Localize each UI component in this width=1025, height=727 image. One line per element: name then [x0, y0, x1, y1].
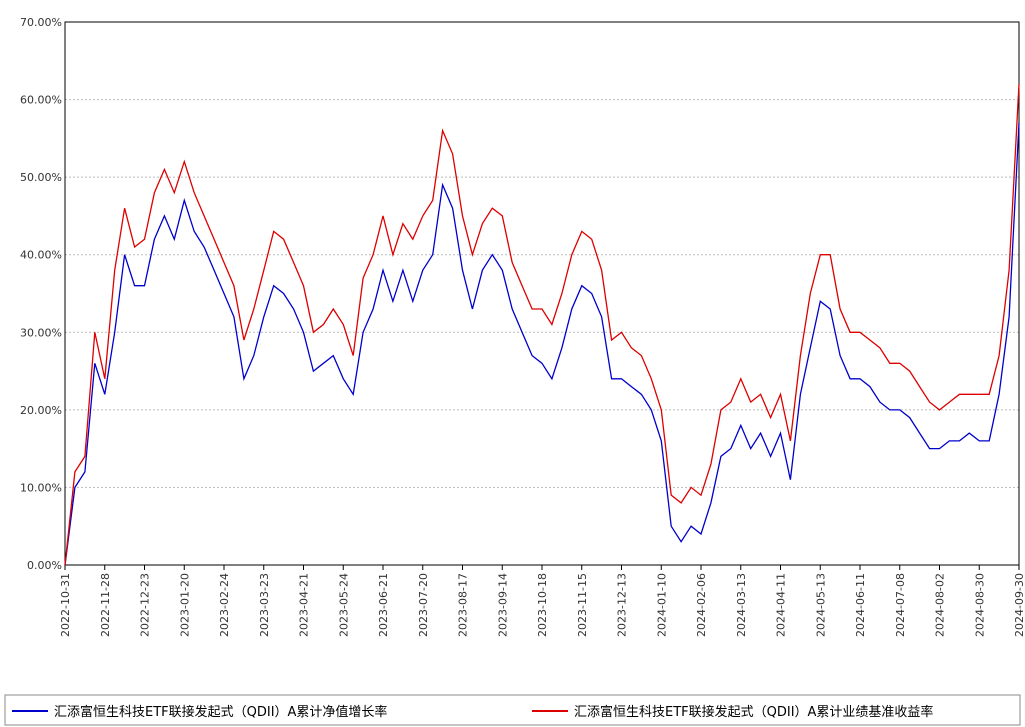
x-tick-label: 2024-08-02: [934, 573, 947, 637]
y-tick-label: 0.00%: [27, 559, 62, 572]
legend-label: 汇添富恒生科技ETF联接发起式（QDII）A累计业绩基准收益率: [574, 704, 933, 720]
x-tick-label: 2024-07-08: [894, 573, 907, 637]
plot-border: [64, 21, 1020, 566]
x-tick-label: 2023-06-21: [377, 573, 390, 637]
y-tick-label: 30.00%: [20, 326, 62, 339]
x-tick-label: 2024-06-11: [854, 573, 867, 637]
y-tick-label: 70.00%: [20, 16, 62, 29]
x-tick-label: 2023-11-15: [576, 573, 589, 637]
x-tick-label: 2023-07-20: [417, 573, 430, 637]
x-tick-label: 2023-05-24: [337, 573, 350, 637]
x-tick-label: 2023-03-23: [258, 573, 271, 637]
x-tick-label: 2022-11-28: [99, 573, 112, 637]
x-tick-label: 2023-09-14: [496, 573, 509, 637]
x-tick-label: 2023-04-21: [298, 573, 311, 637]
x-tick-label: 2024-09-30: [1013, 573, 1025, 637]
x-tick-label: 2024-01-10: [655, 573, 668, 637]
x-tick-label: 2023-02-24: [218, 573, 231, 637]
x-tick-label: 2022-10-31: [59, 573, 72, 637]
x-tick-label: 2024-05-13: [814, 573, 827, 637]
x-tick-label: 2023-01-20: [178, 573, 191, 637]
legend-label: 汇添富恒生科技ETF联接发起式（QDII）A累计净值增长率: [54, 704, 387, 720]
x-tick-label: 2024-08-30: [973, 573, 986, 637]
y-tick-label: 60.00%: [20, 94, 62, 107]
y-tick-label: 20.00%: [20, 404, 62, 417]
x-tick-label: 2024-02-06: [695, 573, 708, 637]
x-tick-label: 2023-08-17: [457, 573, 470, 637]
x-tick-label: 2023-12-13: [616, 573, 629, 637]
line-series: [64, 84, 1020, 566]
y-tick-label: 40.00%: [20, 249, 62, 262]
line-series: [64, 122, 1020, 566]
y-tick-label: 50.00%: [20, 171, 62, 184]
x-tick-label: 2022-12-23: [139, 573, 152, 637]
y-tick-label: 10.00%: [20, 481, 62, 494]
x-tick-label: 2024-03-13: [735, 573, 748, 637]
x-tick-label: 2023-10-18: [536, 573, 549, 637]
legend-box: [4, 694, 1021, 726]
legend: 汇添富恒生科技ETF联接发起式（QDII）A累计净值增长率 汇添富恒生科技ETF联…: [12, 704, 933, 720]
x-tick-label: 2024-04-11: [775, 573, 788, 637]
